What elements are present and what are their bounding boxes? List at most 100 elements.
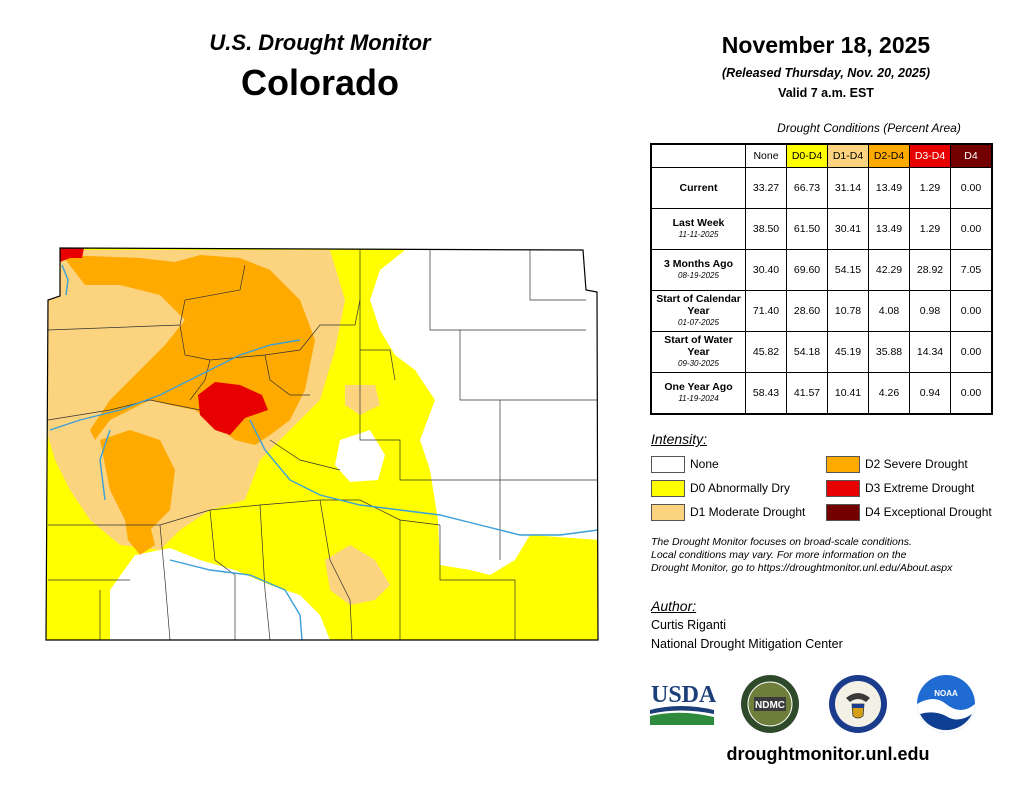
state-outline xyxy=(45,247,599,641)
legend-swatch-d3 xyxy=(826,480,860,497)
note-line: Drought Monitor, go to https://droughtmo… xyxy=(651,562,953,574)
legend-label-d3: D3 Extreme Drought xyxy=(865,481,975,495)
none-area-south xyxy=(110,548,330,640)
ndmc-logo: NDMC xyxy=(741,675,799,733)
table-row-start-of-calendar-year: Start of Calendar Year 01-07-2025 71.40 2… xyxy=(650,290,993,332)
table-cell: 54.18 xyxy=(786,331,828,373)
valid-time: Valid 7 a.m. EST xyxy=(778,86,874,100)
col-header-d3-d4: D3-D4 xyxy=(909,143,951,168)
row-label: Current xyxy=(650,167,746,209)
row-label: Last Week 11-11-2025 xyxy=(650,208,746,250)
usda-logo-text: USDA xyxy=(651,682,716,708)
legend-swatch-d0 xyxy=(651,480,685,497)
legend-label-d0: D0 Abnormally Dry xyxy=(690,481,791,495)
author-heading: Author: xyxy=(651,598,697,614)
table-cell: 41.57 xyxy=(786,372,828,415)
d2-area-southwest xyxy=(125,520,155,555)
table-row-last-week: Last Week 11-11-2025 38.50 61.50 30.41 13… xyxy=(650,208,993,250)
note-line: The Drought Monitor focuses on broad-sca… xyxy=(651,536,912,548)
col-header-d0-d4: D0-D4 xyxy=(786,143,828,168)
d3-area-northwest xyxy=(60,248,84,262)
table-caption: Drought Conditions (Percent Area) xyxy=(777,121,961,135)
table-cell: 30.40 xyxy=(745,249,787,291)
table-cell: 1.29 xyxy=(909,208,951,250)
col-header-d1-d4: D1-D4 xyxy=(827,143,869,168)
table-cell: 33.27 xyxy=(745,167,787,209)
table-cell: 0.00 xyxy=(950,167,993,209)
table-cell: 28.60 xyxy=(786,290,828,332)
table-row-current: Current 33.27 66.73 31.14 13.49 1.29 0.0… xyxy=(650,167,993,209)
row-label: One Year Ago 11-19-2024 xyxy=(650,372,746,415)
table-cell: 1.29 xyxy=(909,167,951,209)
table-row-start-of-water-year: Start of Water Year 09-30-2025 45.82 54.1… xyxy=(650,331,993,373)
table-cell: 30.41 xyxy=(827,208,869,250)
d2-area-west xyxy=(100,430,175,530)
drought-conditions-table: None D0-D4 D1-D4 D2-D4 D3-D4 D4 Current … xyxy=(650,143,993,415)
table-cell: 31.14 xyxy=(827,167,869,209)
table-cell: 13.49 xyxy=(868,167,910,209)
table-cell: 14.34 xyxy=(909,331,951,373)
table-cell: 69.60 xyxy=(786,249,828,291)
legend-label-d1: D1 Moderate Drought xyxy=(690,505,806,519)
state-name: Colorado xyxy=(241,62,399,103)
d1-area-south xyxy=(325,545,390,605)
noaa-logo-text: NOAA xyxy=(934,689,958,698)
disclaimer-note: The Drought Monitor focuses on broad-sca… xyxy=(651,536,1011,575)
usda-logo: USDA xyxy=(650,682,716,725)
row-label: 3 Months Ago 08-19-2025 xyxy=(650,249,746,291)
table-header-row: None D0-D4 D1-D4 D2-D4 D3-D4 D4 xyxy=(651,143,993,168)
row-label: Start of Calendar Year 01-07-2025 xyxy=(650,290,746,332)
table-cell: 35.88 xyxy=(868,331,910,373)
table-cell: 10.78 xyxy=(827,290,869,332)
commerce-seal-logo xyxy=(829,675,887,733)
table-cell: 0.98 xyxy=(909,290,951,332)
d1-area-front-range xyxy=(345,385,380,415)
table-cell: 0.00 xyxy=(950,331,993,373)
legend-swatch-d2 xyxy=(826,456,860,473)
report-date: November 18, 2025 xyxy=(721,32,931,58)
legend-label-d2: D2 Severe Drought xyxy=(865,457,968,471)
table-row-one-year-ago: One Year Ago 11-19-2024 58.43 41.57 10.41… xyxy=(650,372,993,415)
d3-area-central xyxy=(198,382,268,435)
table-cell: 45.82 xyxy=(745,331,787,373)
table-cell: 66.73 xyxy=(786,167,828,209)
table-cell: 4.26 xyxy=(868,372,910,415)
table-row-3-months-ago: 3 Months Ago 08-19-2025 30.40 69.60 54.15… xyxy=(650,249,993,291)
table-cell: 4.08 xyxy=(868,290,910,332)
table-cell: 13.49 xyxy=(868,208,910,250)
author-org: National Drought Mitigation Center xyxy=(651,637,843,651)
legend-heading: Intensity: xyxy=(651,431,708,447)
table-cell: 0.00 xyxy=(950,290,993,332)
legend-label-d4: D4 Exceptional Drought xyxy=(865,505,992,519)
legend-label-none: None xyxy=(690,457,719,471)
ndmc-logo-text: NDMC xyxy=(755,700,785,711)
table-cell: 42.29 xyxy=(868,249,910,291)
table-cell: 7.05 xyxy=(950,249,993,291)
table-cell: 54.15 xyxy=(827,249,869,291)
author-name: Curtis Riganti xyxy=(651,618,727,632)
none-area-central xyxy=(335,430,385,482)
table-cell: 71.40 xyxy=(745,290,787,332)
map-title: U.S. Drought Monitor xyxy=(209,30,431,55)
header-blank-cell xyxy=(651,144,746,168)
legend-swatch-none xyxy=(651,456,685,473)
county-lines xyxy=(47,250,598,640)
table-cell: 0.94 xyxy=(909,372,951,415)
none-area-east xyxy=(370,250,598,575)
table-cell: 0.00 xyxy=(950,208,993,250)
table-cell: 28.92 xyxy=(909,249,951,291)
table-cell: 61.50 xyxy=(786,208,828,250)
website-url[interactable]: droughtmonitor.unl.edu xyxy=(726,744,930,764)
legend-swatch-d4 xyxy=(826,504,860,521)
row-label: Start of Water Year 09-30-2025 xyxy=(650,331,746,373)
col-header-d4: D4 xyxy=(950,143,993,168)
rivers xyxy=(49,264,598,640)
table-cell: 0.00 xyxy=(950,372,993,415)
col-header-d2-d4: D2-D4 xyxy=(868,143,910,168)
table-cell: 45.19 xyxy=(827,331,869,373)
colorado-drought-map xyxy=(45,247,599,641)
note-line: Local conditions may vary. For more info… xyxy=(651,549,907,561)
noaa-logo: NOAA xyxy=(917,675,975,733)
table-cell: 38.50 xyxy=(745,208,787,250)
table-cell: 58.43 xyxy=(745,372,787,415)
